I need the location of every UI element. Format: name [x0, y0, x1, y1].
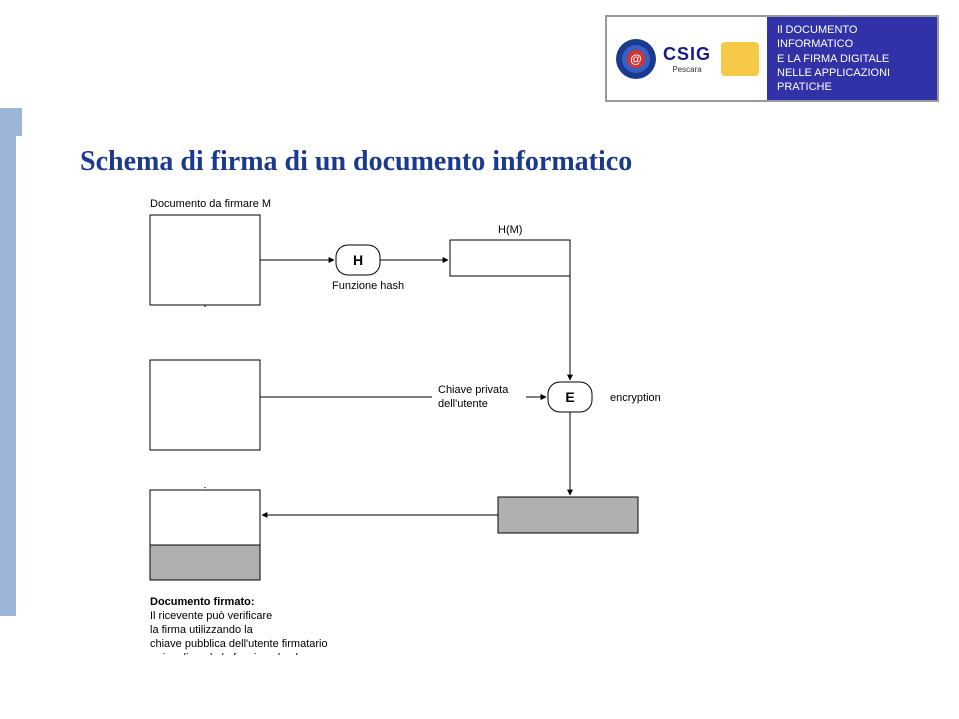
header-line: INFORMATICO — [777, 37, 927, 51]
header-line: Il DOCUMENTO — [777, 23, 927, 37]
header-line: NELLE APPLICAZIONI — [777, 66, 927, 80]
hash-node-label: H — [353, 252, 363, 268]
signature-flow-diagram: Documento da firmare M H Funzione hash H… — [80, 185, 860, 655]
side-accent-icon — [0, 108, 22, 136]
hash-caption: Funzione hash — [332, 280, 404, 292]
side-accent-icon — [0, 136, 16, 616]
svg-text:@: @ — [630, 52, 642, 66]
gear-icon: @ — [615, 38, 657, 80]
doc-box — [150, 215, 260, 305]
logo-main: CSIG — [663, 44, 711, 65]
header-line: E LA FIRMA DIGITALE — [777, 52, 927, 66]
result-line: chiave pubblica dell'utente firmatario — [150, 638, 328, 650]
header-logo-block: @ CSIG Pescara — [607, 17, 767, 100]
digest-label: H(M) — [498, 224, 522, 236]
digest-box — [450, 240, 570, 276]
yellow-card-icon — [721, 42, 759, 76]
encrypt-node-label: E — [565, 389, 574, 405]
doc-label: Documento da firmare M — [150, 198, 271, 210]
key-label-line2b: dell'utente — [438, 398, 488, 410]
result-line: la firma utilizzando la — [150, 624, 254, 636]
result-line: Il ricevente può verificare — [150, 610, 272, 622]
private-key-box-redraw — [150, 360, 260, 450]
logo-sub: Pescara — [672, 65, 701, 74]
encrypt-caption: encryption — [610, 392, 661, 404]
signature-box3 — [498, 497, 638, 533]
header-banner: @ CSIG Pescara Il DOCUMENTO INFORMATICO … — [605, 15, 939, 102]
logo-text: CSIG Pescara — [663, 44, 711, 74]
result-line: e riapplicando la funzione hash — [150, 652, 302, 655]
header-title-panel: Il DOCUMENTO INFORMATICO E LA FIRMA DIGI… — [767, 17, 937, 100]
header-line: PRATICHE — [777, 80, 927, 94]
result-title: Documento firmato: — [150, 596, 255, 608]
signed-doc-sig-part3 — [150, 545, 260, 580]
slide-title: Schema di firma di un documento informat… — [80, 146, 632, 178]
key-label-line1b: Chiave privata — [438, 384, 509, 396]
